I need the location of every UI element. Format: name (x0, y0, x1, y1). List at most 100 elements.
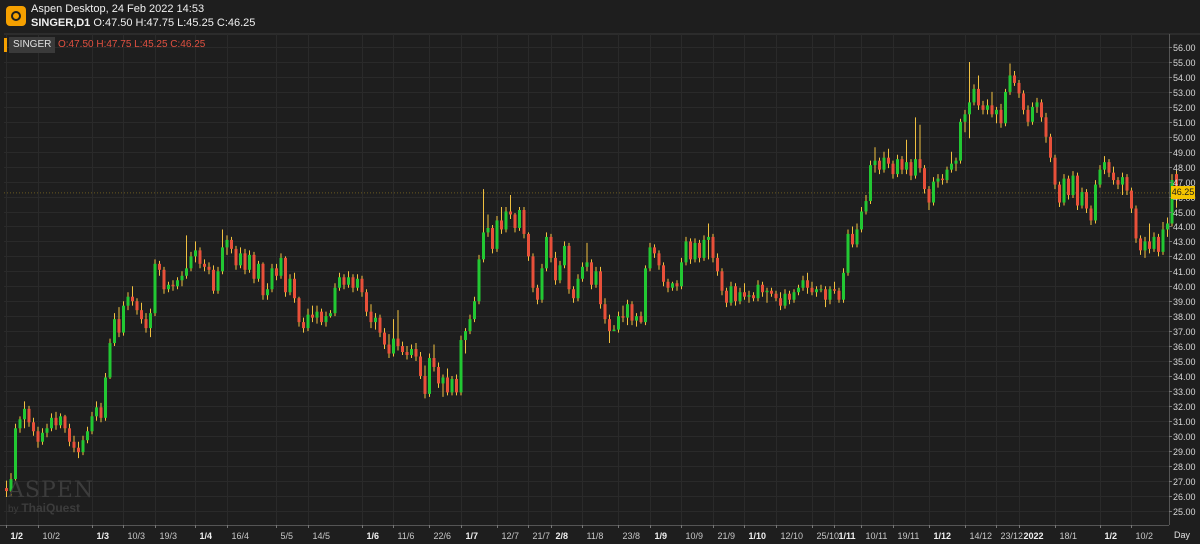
candle-up (81, 440, 85, 453)
candle-up (1008, 75, 1012, 92)
candle-up (95, 407, 98, 417)
candle-down (342, 277, 346, 285)
chart-grid (0, 33, 1200, 526)
legend-color-marker (4, 38, 7, 52)
y-tick-label: 50.00 (1173, 133, 1196, 143)
candle-down (320, 311, 323, 323)
y-tick-label: 31.00 (1173, 417, 1196, 427)
candle-down (662, 265, 665, 282)
candle-up (392, 338, 395, 354)
y-tick-label: 28.00 (1173, 462, 1196, 472)
y-tick-label: 56.00 (1173, 43, 1196, 53)
candle-up (995, 109, 998, 115)
candle-up (194, 250, 197, 257)
candle-down (513, 214, 517, 228)
candle-down (378, 317, 382, 333)
candle-up (356, 278, 359, 288)
candle-up (846, 233, 850, 273)
candle-up (963, 114, 967, 122)
candles (5, 62, 1178, 498)
y-tick-label: 32.00 (1173, 402, 1196, 412)
x-tick-label: 10/11 (866, 531, 888, 541)
candle-up (545, 236, 548, 269)
candle-up (189, 256, 193, 269)
candle-up (644, 268, 647, 323)
candle-up (441, 377, 445, 384)
candle-down (891, 163, 895, 175)
candle-down (32, 422, 35, 432)
candle-up (347, 277, 350, 285)
candle-up (374, 317, 377, 323)
candle-up (792, 292, 796, 300)
candle-up (558, 265, 562, 281)
candle-up (126, 296, 130, 306)
candle-up (815, 289, 818, 293)
candle-up (473, 301, 476, 320)
candle-down (572, 289, 575, 299)
candle-up (932, 181, 935, 203)
candle-up (1035, 102, 1039, 107)
x-tick-label: 19/11 (898, 531, 920, 541)
candle-up (315, 311, 319, 318)
period-label[interactable]: Day (1174, 530, 1191, 540)
candle-up (486, 227, 490, 233)
candle-up (468, 319, 472, 332)
candle-up (1161, 229, 1165, 252)
candle-up (585, 262, 589, 267)
x-tick-label: 23/12 (1001, 531, 1024, 541)
x-tick-label: 14/5 (313, 531, 331, 541)
candle-down (761, 284, 764, 293)
candle-up (459, 340, 463, 393)
candle-down (491, 227, 494, 249)
x-tick-label: 10/2 (43, 531, 61, 541)
candle-up (959, 121, 962, 161)
candle-down (36, 431, 40, 442)
candle-down (396, 338, 400, 347)
y-tick-label: 55.00 (1173, 58, 1196, 68)
candle-down (752, 295, 755, 299)
x-tick-label: 1/10 (749, 531, 767, 541)
x-tick-label: 11/6 (398, 531, 415, 541)
candle-down (981, 105, 985, 110)
candle-down (171, 284, 175, 287)
candle-down (666, 281, 670, 288)
candle-up (540, 268, 544, 300)
candle-up (104, 377, 107, 418)
candle-down (630, 304, 634, 321)
candle-down (990, 105, 994, 115)
candle-down (909, 162, 913, 176)
candle-down (284, 257, 287, 293)
candle-up (873, 160, 877, 166)
candle-down (878, 160, 881, 170)
price-axis[interactable]: 25.00 26.00 27.00 28.00 29.00 30.00 31.00 32.00… (1169, 43, 1196, 517)
candle-down (275, 268, 278, 276)
y-tick-label: 35.00 (1173, 357, 1196, 367)
candle-down (698, 242, 701, 258)
candle-up (464, 331, 467, 341)
candle-down (401, 346, 404, 353)
y-tick-label: 33.00 (1173, 387, 1196, 397)
candle-down (369, 311, 373, 323)
candle-up (1098, 169, 1102, 185)
candle-up (18, 419, 22, 429)
candle-down (711, 236, 715, 258)
x-tick-label: 10/3 (128, 531, 146, 541)
x-tick-label: 1/7 (466, 531, 479, 541)
candle-up (1166, 223, 1169, 230)
candle-down (977, 88, 980, 106)
candle-down (360, 278, 364, 293)
candle-down (774, 293, 778, 299)
candle-up (23, 408, 26, 420)
y-tick-label: 40.00 (1173, 282, 1196, 292)
candle-up (45, 428, 49, 433)
candle-down (1049, 136, 1052, 158)
candle-down (689, 241, 692, 260)
legend-symbol[interactable]: SINGER (9, 37, 56, 53)
candle-up (612, 329, 616, 332)
candle-up (936, 178, 940, 182)
candle-down (1134, 208, 1138, 239)
time-axis[interactable]: 1/2 10/2 1/3 10/3 19/3 1/4 16/4 5/5 14/5 1/6 11/6 2… (6, 525, 1154, 541)
candle-up (518, 210, 521, 228)
x-tick-label: 1/4 (200, 531, 213, 541)
